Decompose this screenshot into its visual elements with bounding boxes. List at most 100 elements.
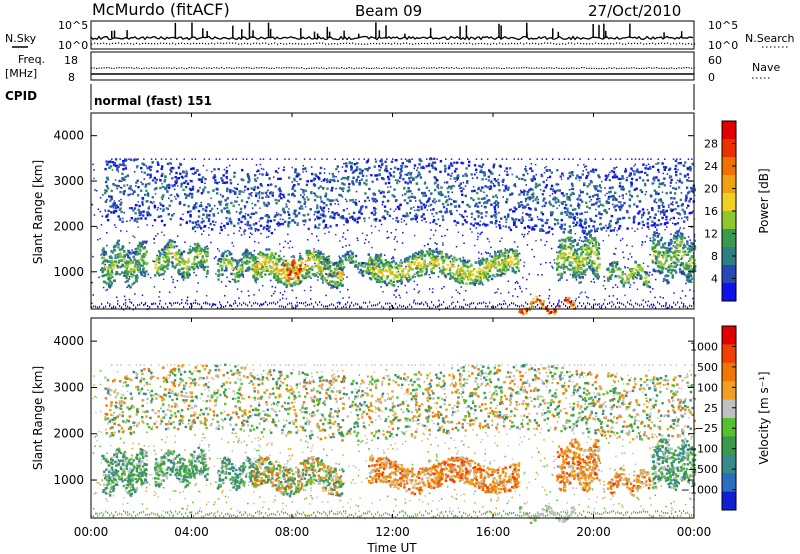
- noise-search-dot: [115, 42, 117, 44]
- echo-point: [154, 266, 157, 269]
- echo-point: [381, 305, 383, 308]
- echo-point: [174, 196, 176, 198]
- echo-point: [338, 260, 342, 263]
- echo-point: [125, 307, 127, 310]
- echo-point: [675, 263, 679, 267]
- echo-point: [279, 305, 281, 308]
- noise-search-dot: [109, 43, 111, 45]
- echo-point: [678, 229, 681, 231]
- echo-point: [641, 244, 643, 246]
- echo-point: [259, 218, 261, 220]
- echo-point: [471, 216, 473, 218]
- echo-point: [173, 302, 175, 305]
- echo-point: [413, 273, 416, 276]
- echo-point: [115, 270, 118, 274]
- echo-point: [426, 303, 428, 305]
- echo-point: [301, 274, 304, 277]
- echo-point: [654, 198, 657, 200]
- echo-point: [479, 220, 482, 222]
- echo-point: [110, 282, 114, 285]
- echo-point: [555, 306, 557, 309]
- echo-point: [687, 276, 691, 279]
- echo-point: [641, 242, 644, 244]
- echo-point: [269, 258, 272, 261]
- echo-point: [382, 274, 385, 277]
- echo-point: [348, 259, 352, 262]
- echo-point: [615, 158, 617, 160]
- echo-point: [245, 158, 248, 160]
- echo-point: [440, 250, 443, 254]
- echo-point: [95, 190, 98, 192]
- echo-point: [354, 263, 358, 267]
- echo-point: [104, 210, 107, 212]
- echo-point: [178, 260, 181, 264]
- echo-point: [478, 257, 480, 260]
- echo-point: [500, 252, 503, 256]
- echo-point: [503, 255, 507, 258]
- echo-point: [615, 247, 617, 250]
- echo-point: [399, 261, 402, 264]
- echo-point: [486, 199, 488, 202]
- noise-tick-high-right: 10^5: [708, 19, 738, 32]
- echo-point: [590, 261, 594, 264]
- echo-point: [677, 260, 680, 263]
- noise-search-dot: [475, 43, 477, 45]
- echo-point: [411, 276, 415, 279]
- echo-point: [183, 158, 185, 160]
- echo-point: [575, 279, 578, 281]
- echo-point: [587, 297, 590, 299]
- echo-point: [236, 200, 238, 203]
- noise-sky-line: [90, 35, 694, 41]
- echo-point: [616, 286, 619, 288]
- echo-point: [295, 268, 298, 272]
- echo-point: [563, 271, 566, 274]
- echo-point: [585, 261, 588, 265]
- echo-point: [326, 264, 329, 268]
- echo-point: [416, 266, 419, 269]
- echo-point: [319, 250, 322, 254]
- echo-point: [684, 216, 686, 218]
- echo-point: [635, 265, 639, 268]
- echo-point: [166, 267, 169, 270]
- echo-point: [179, 273, 182, 276]
- echo-point: [428, 248, 431, 251]
- echo-point: [436, 248, 438, 251]
- nave-dot: [656, 67, 658, 69]
- echo-point: [473, 302, 475, 305]
- echo-point: [387, 186, 389, 188]
- echo-point: [316, 264, 319, 267]
- echo-point: [400, 280, 403, 283]
- echo-point: [275, 260, 278, 263]
- echo-point: [581, 244, 585, 248]
- echo-point: [240, 268, 243, 272]
- noise-search-dot: [118, 42, 120, 44]
- echo-point: [141, 294, 144, 297]
- nave-dot: [93, 67, 95, 69]
- echo-point: [534, 163, 537, 166]
- nave-dot: [386, 67, 388, 69]
- echo-point: [682, 305, 685, 307]
- echo-point: [560, 266, 563, 269]
- echo-point: [367, 265, 370, 268]
- echo-point: [162, 278, 165, 281]
- echo-point: [306, 274, 309, 277]
- echo-point: [378, 229, 380, 232]
- echo-point: [343, 224, 345, 226]
- echo-point: [361, 274, 365, 277]
- echo-point: [516, 246, 519, 248]
- echo-point: [254, 279, 257, 282]
- echo-point: [662, 245, 665, 249]
- echo-point: [436, 158, 438, 160]
- echo-point: [112, 264, 116, 267]
- echo-point: [310, 266, 313, 269]
- echo-point: [679, 244, 682, 247]
- echo-point: [509, 248, 512, 251]
- echo-point: [577, 197, 580, 199]
- nave-dot: [451, 67, 453, 69]
- echo-point: [421, 219, 423, 222]
- echo-point: [116, 264, 119, 267]
- echo-point: [486, 272, 489, 276]
- echo-point: [208, 158, 210, 160]
- noise-search-dot: [181, 42, 183, 44]
- echo-point: [124, 269, 127, 273]
